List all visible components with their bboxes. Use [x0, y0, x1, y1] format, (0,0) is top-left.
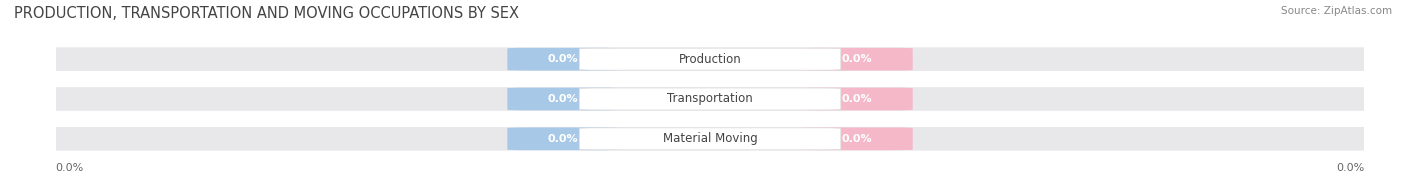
Text: Production: Production	[679, 53, 741, 66]
Legend: Male, Female: Male, Female	[648, 194, 772, 196]
FancyBboxPatch shape	[32, 86, 1388, 112]
FancyBboxPatch shape	[508, 88, 619, 110]
Text: 0.0%: 0.0%	[547, 94, 578, 104]
Text: Transportation: Transportation	[668, 93, 752, 105]
FancyBboxPatch shape	[579, 88, 841, 110]
FancyBboxPatch shape	[801, 48, 912, 71]
Text: Material Moving: Material Moving	[662, 132, 758, 145]
Text: 0.0%: 0.0%	[842, 54, 873, 64]
Text: PRODUCTION, TRANSPORTATION AND MOVING OCCUPATIONS BY SEX: PRODUCTION, TRANSPORTATION AND MOVING OC…	[14, 6, 519, 21]
Text: 0.0%: 0.0%	[547, 134, 578, 144]
FancyBboxPatch shape	[579, 128, 841, 150]
Text: 0.0%: 0.0%	[547, 54, 578, 64]
FancyBboxPatch shape	[801, 88, 912, 110]
Text: 0.0%: 0.0%	[842, 134, 873, 144]
FancyBboxPatch shape	[32, 46, 1388, 72]
FancyBboxPatch shape	[801, 127, 912, 150]
FancyBboxPatch shape	[579, 48, 841, 70]
FancyBboxPatch shape	[508, 48, 619, 71]
FancyBboxPatch shape	[32, 126, 1388, 152]
FancyBboxPatch shape	[508, 127, 619, 150]
Text: 0.0%: 0.0%	[842, 94, 873, 104]
Text: Source: ZipAtlas.com: Source: ZipAtlas.com	[1281, 6, 1392, 16]
